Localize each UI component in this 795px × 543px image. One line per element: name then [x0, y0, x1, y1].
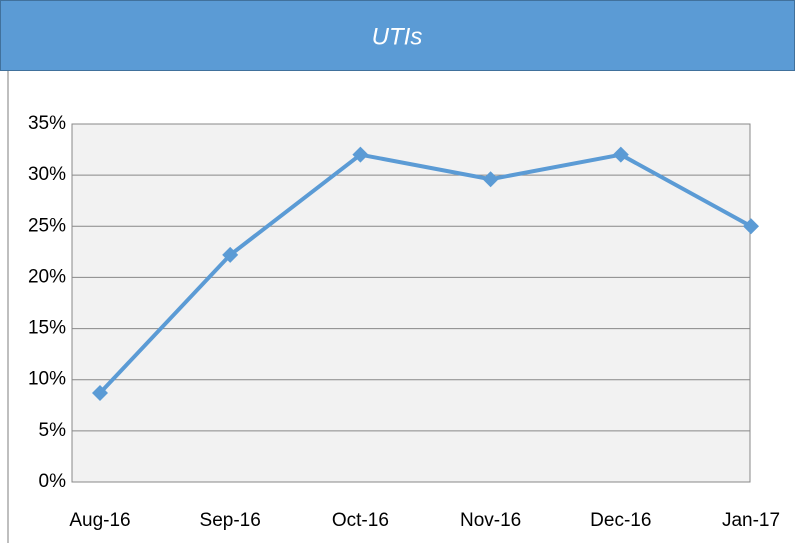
y-tick-label: 5%	[39, 420, 67, 441]
y-tick-label: 25%	[28, 215, 66, 236]
y-tick-label: 35%	[28, 113, 66, 134]
title-band	[0, 0, 795, 71]
point-marker	[482, 171, 499, 188]
y-tick-label: 30%	[28, 164, 66, 185]
x-tick-label: Oct-16	[332, 510, 389, 531]
x-tick-label: Sep-16	[200, 510, 261, 531]
y-tick-label: 0%	[39, 471, 67, 492]
point-marker	[612, 146, 629, 163]
y-tick-label: 10%	[28, 369, 66, 390]
x-tick-label: Dec-16	[590, 510, 651, 531]
point-marker	[92, 385, 108, 402]
series-line	[98, 152, 752, 395]
point-marker	[743, 218, 759, 235]
chart-title: UTIs	[372, 23, 423, 50]
point-marker	[352, 146, 369, 163]
plot-area	[71, 123, 751, 483]
y-tick-label: 20%	[28, 266, 66, 287]
point-marker	[222, 246, 239, 263]
x-tick-label: Jan-17	[722, 510, 780, 531]
y-tick-label: 15%	[28, 318, 66, 339]
x-tick-label: Aug-16	[69, 510, 130, 531]
x-tick-label: Nov-16	[460, 510, 521, 531]
